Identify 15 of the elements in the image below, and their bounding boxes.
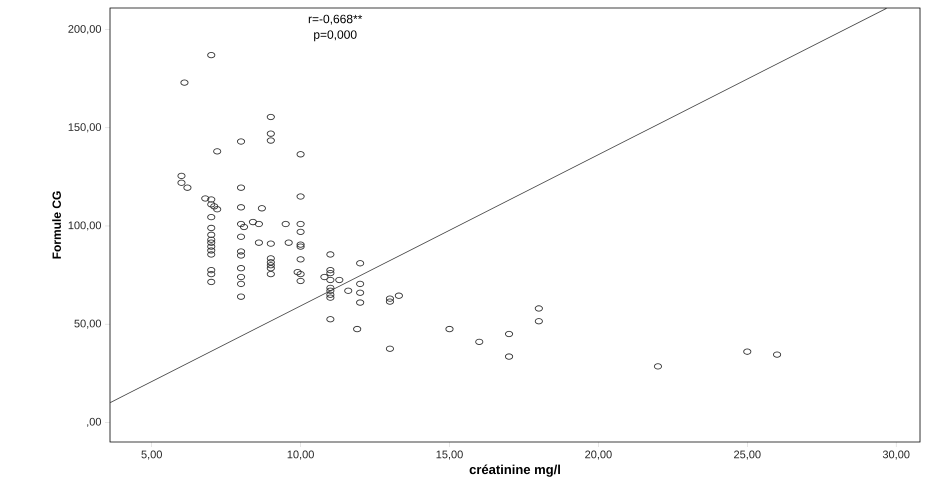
annotation: r=-0,668** (308, 14, 362, 25)
x-tick-label: 5,00 (141, 450, 162, 460)
x-tick-label: 30,00 (882, 450, 910, 460)
x-tick-label: 10,00 (288, 450, 314, 460)
y-tick-label: ,00 (87, 418, 102, 427)
y-tick-label: 150,00 (68, 123, 102, 132)
y-axis-title: Formule CG (52, 191, 61, 259)
y-tick-label: 200,00 (68, 25, 102, 34)
x-tick-label: 25,00 (734, 450, 761, 460)
x-tick-label: 15,00 (436, 450, 463, 460)
x-axis-title: créatinine mg/l (470, 464, 560, 477)
annotation: p=0,000 (314, 30, 357, 42)
y-tick-label: 50,00 (74, 320, 102, 329)
x-tick-label: 20,00 (585, 450, 612, 460)
y-tick-label: 100,00 (68, 221, 102, 231)
